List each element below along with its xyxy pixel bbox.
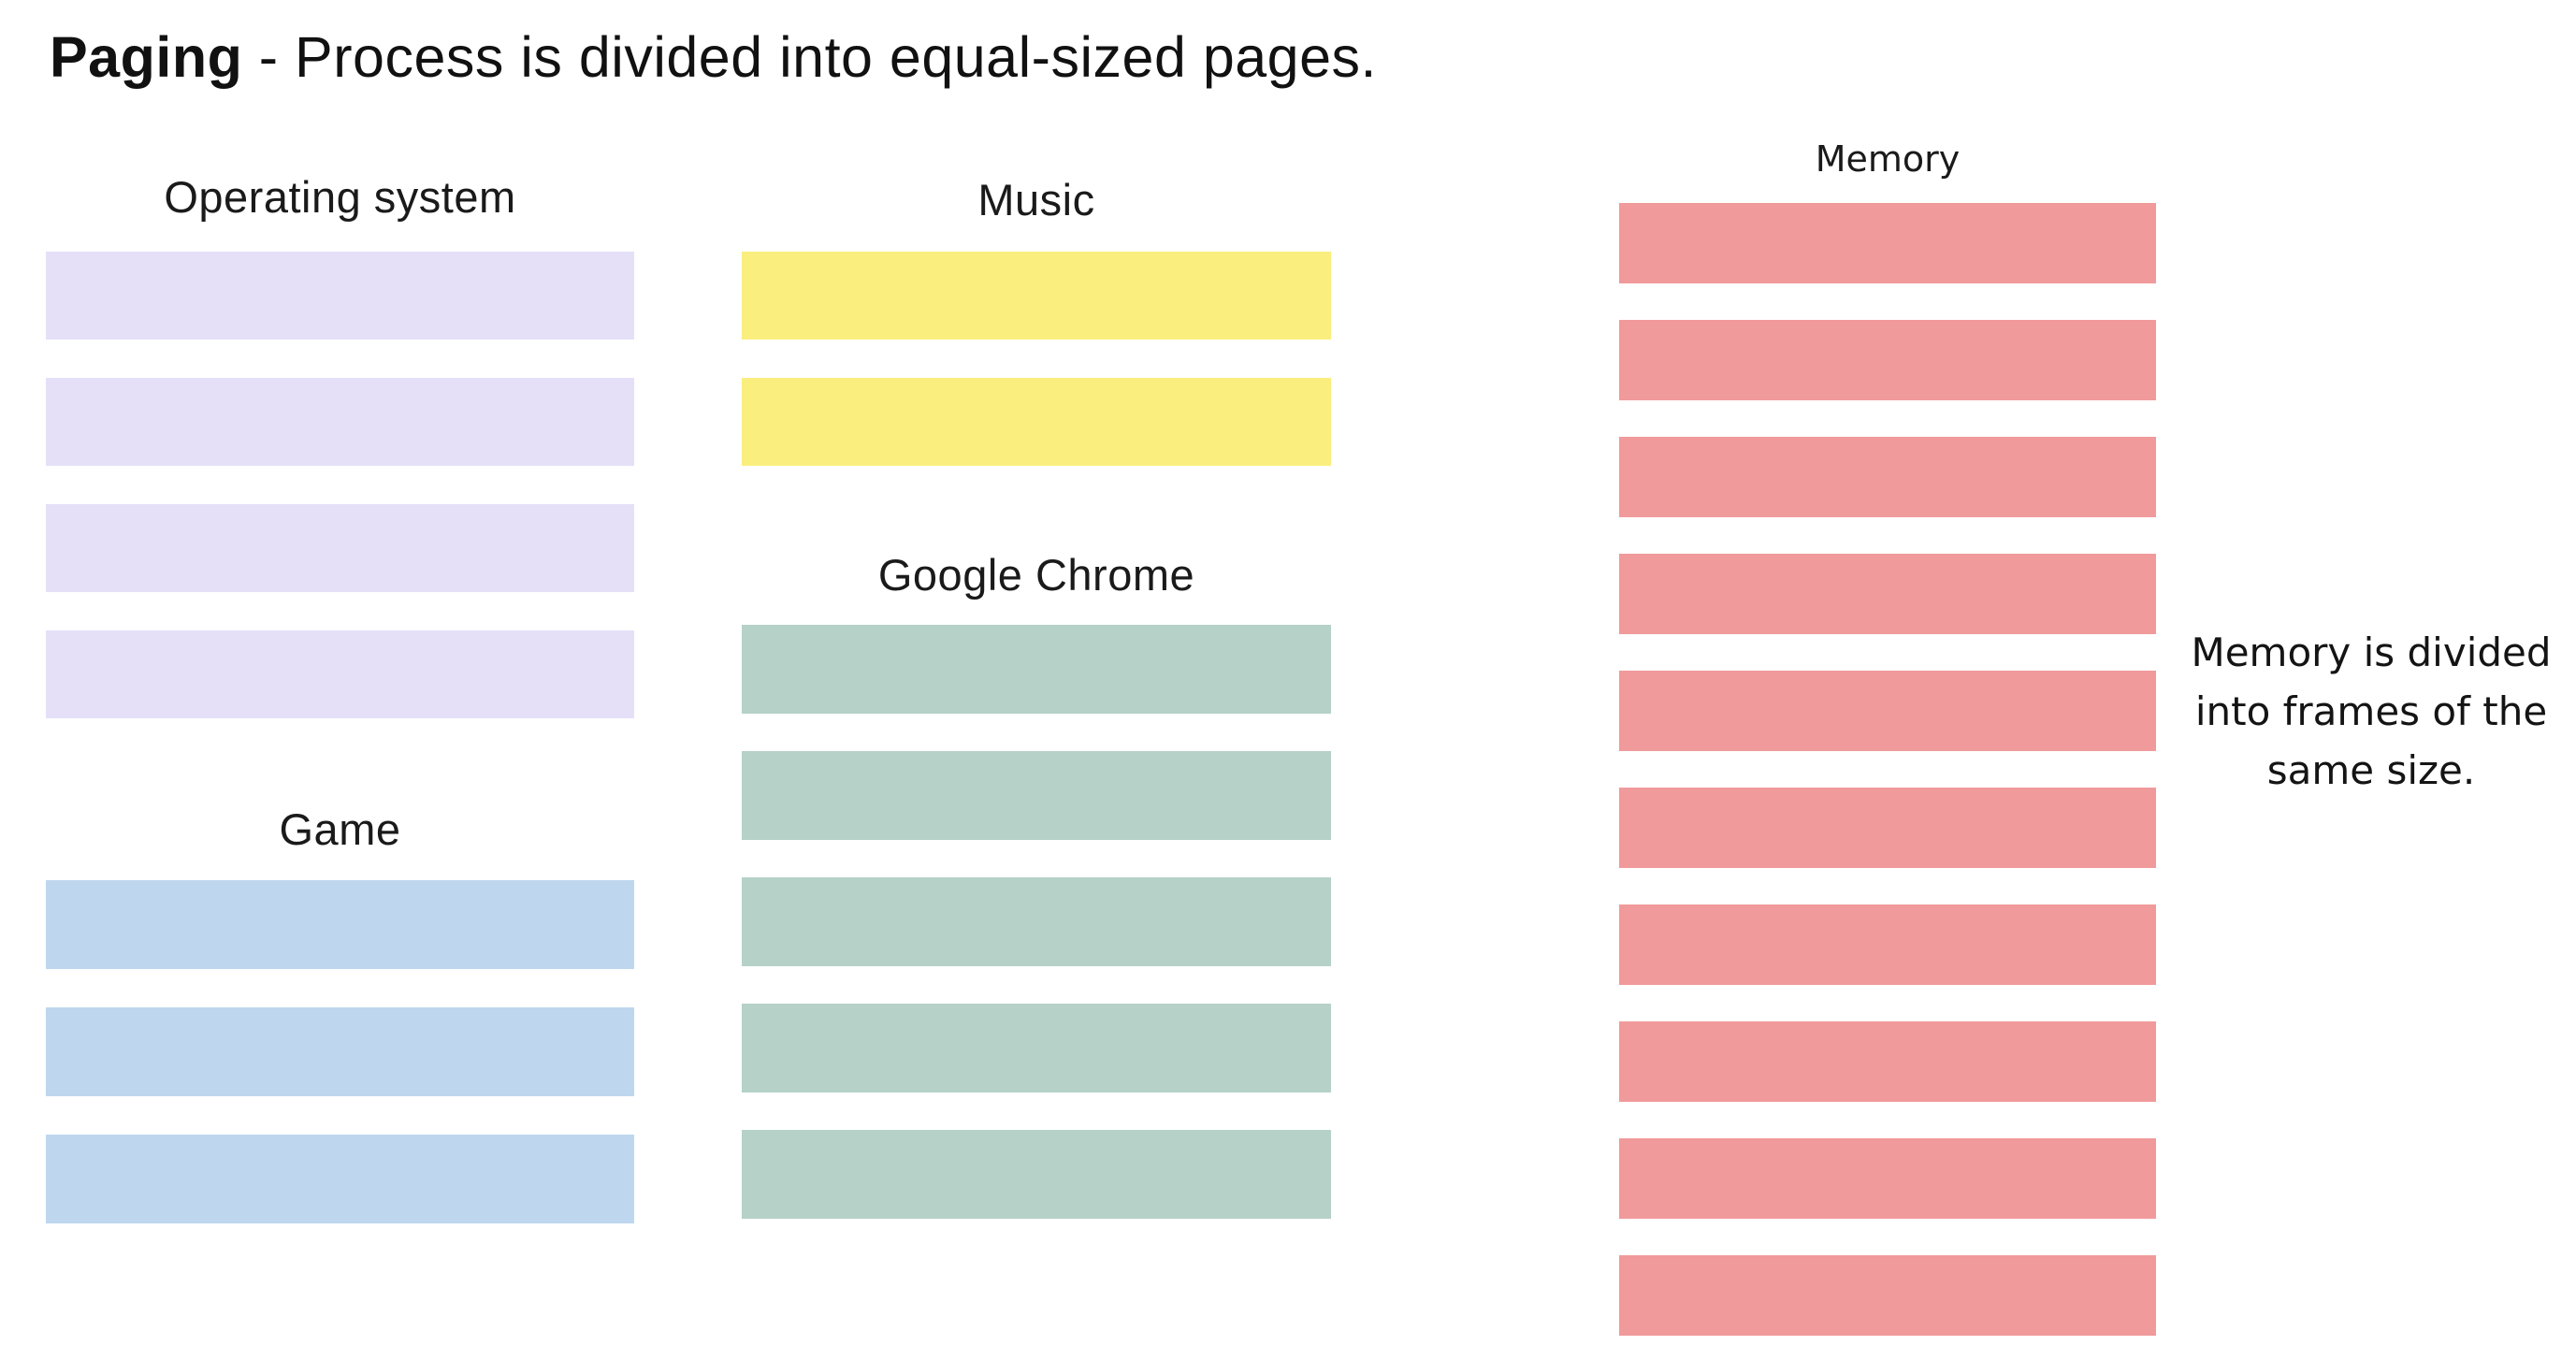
memory-frame-9 [1619,1138,2156,1219]
google-chrome-page-2 [742,751,1331,840]
music-page-1 [742,252,1331,340]
game-page-2 [46,1007,634,1096]
google-chrome-pages [742,625,1331,1219]
page-title-rest: - Process is divided into equal-sized pa… [242,25,1377,89]
memory-column: Memory [1619,137,2156,1336]
process-music: Music [742,174,1331,466]
music-pages [742,252,1331,466]
memory-annotation-line-3: same size. [2266,747,2476,793]
memory-annotation-line-2: into frames of the [2194,688,2548,734]
page-title: Paging - Process is divided into equal-s… [50,22,1377,92]
memory-frame-7 [1619,904,2156,985]
music-page-2 [742,378,1331,466]
operating-system-page-2 [46,378,634,466]
operating-system-page-4 [46,630,634,718]
google-chrome-page-3 [742,877,1331,966]
memory-frame-3 [1619,437,2156,517]
process-operating-system: Operating system [46,171,634,718]
operating-system-page-1 [46,252,634,340]
memory-annotation-line-1: Memory is divided [2191,629,2552,675]
operating-system-page-3 [46,504,634,592]
page-title-keyword: Paging [50,25,243,89]
process-game: Game [46,803,634,1223]
memory-frame-5 [1619,671,2156,751]
google-chrome-page-4 [742,1004,1331,1092]
memory-frame-6 [1619,788,2156,868]
music-label: Music [977,175,1095,224]
process-google-chrome: Google Chrome [742,549,1331,1219]
game-page-1 [46,880,634,969]
memory-label: Memory [1815,138,1961,180]
memory-frame-10 [1619,1255,2156,1336]
memory-frame-1 [1619,203,2156,283]
memory-frames [1619,203,2156,1336]
operating-system-label: Operating system [164,172,516,222]
game-label: Game [279,804,401,854]
google-chrome-page-1 [742,625,1331,714]
memory-frame-4 [1619,554,2156,634]
memory-frame-2 [1619,320,2156,400]
google-chrome-label: Google Chrome [877,550,1195,600]
game-pages [46,880,634,1223]
google-chrome-page-5 [742,1130,1331,1219]
memory-annotation: Memory is divided into frames of the sam… [2151,623,2576,800]
game-page-3 [46,1135,634,1223]
operating-system-pages [46,252,634,718]
memory-frame-8 [1619,1021,2156,1102]
